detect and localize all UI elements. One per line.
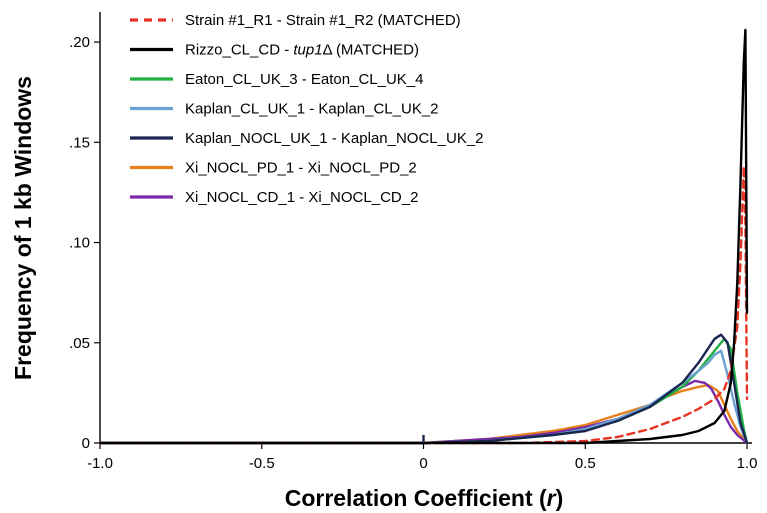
- x-axis-title-close: ): [556, 485, 564, 511]
- x-tick-label: 0: [419, 455, 427, 472]
- x-tick-label: 0.5: [575, 455, 596, 472]
- legend-label: Strain #1_R1 - Strain #1_R2 (MATCHED): [185, 12, 461, 29]
- x-axis-title-italic: r: [547, 485, 557, 511]
- series-line: [98, 333, 749, 445]
- y-ticks: 0 .05 .10 .15 .20: [69, 34, 100, 452]
- y-tick-label: 0: [82, 435, 90, 452]
- series-line: [98, 379, 749, 445]
- x-tick-label: 1.0: [737, 455, 758, 472]
- legend-label: Eaton_CL_UK_3 - Eaton_CL_UK_4: [185, 71, 424, 88]
- legend-label: Rizzo_CL_CD - tup1Δ (MATCHED): [185, 42, 419, 59]
- series-line: [98, 383, 749, 445]
- series-line: [98, 337, 749, 445]
- legend-label: Kaplan_NOCL_UK_1 - Kaplan_NOCL_UK_2: [185, 130, 484, 147]
- legend: Strain #1_R1 - Strain #1_R2 (MATCHED) Riz…: [130, 12, 484, 206]
- y-tick-label: .10: [69, 235, 90, 252]
- legend-label: Xi_NOCL_CD_1 - Xi_NOCL_CD_2: [185, 189, 418, 206]
- y-axis-title: Frequency of 1 kb Windows: [10, 76, 36, 380]
- series-line: [98, 165, 749, 445]
- y-tick-label: .05: [69, 335, 90, 352]
- x-axis-title-main: Correlation Coefficient (: [285, 485, 547, 511]
- legend-label-part: Rizzo_CL_CD -: [185, 42, 293, 59]
- x-tick-label: -0.5: [249, 455, 275, 472]
- series-line: [98, 28, 749, 445]
- y-tick-label: .20: [69, 34, 90, 51]
- legend-label: Kaplan_CL_UK_1 - Kaplan_CL_UK_2: [185, 101, 439, 118]
- series-layer: [98, 28, 749, 445]
- x-ticks: -1.0 -0.5 0 0.5 1.0: [87, 443, 757, 472]
- legend-label: Xi_NOCL_PD_1 - Xi_NOCL_PD_2: [185, 160, 417, 177]
- legend-label-part: tup1: [293, 42, 322, 59]
- y-tick-label: .15: [69, 134, 90, 151]
- legend-label-part: Δ (MATCHED): [323, 42, 419, 59]
- x-tick-label: -1.0: [87, 455, 113, 472]
- x-axis-title: Correlation Coefficient (r): [285, 485, 564, 511]
